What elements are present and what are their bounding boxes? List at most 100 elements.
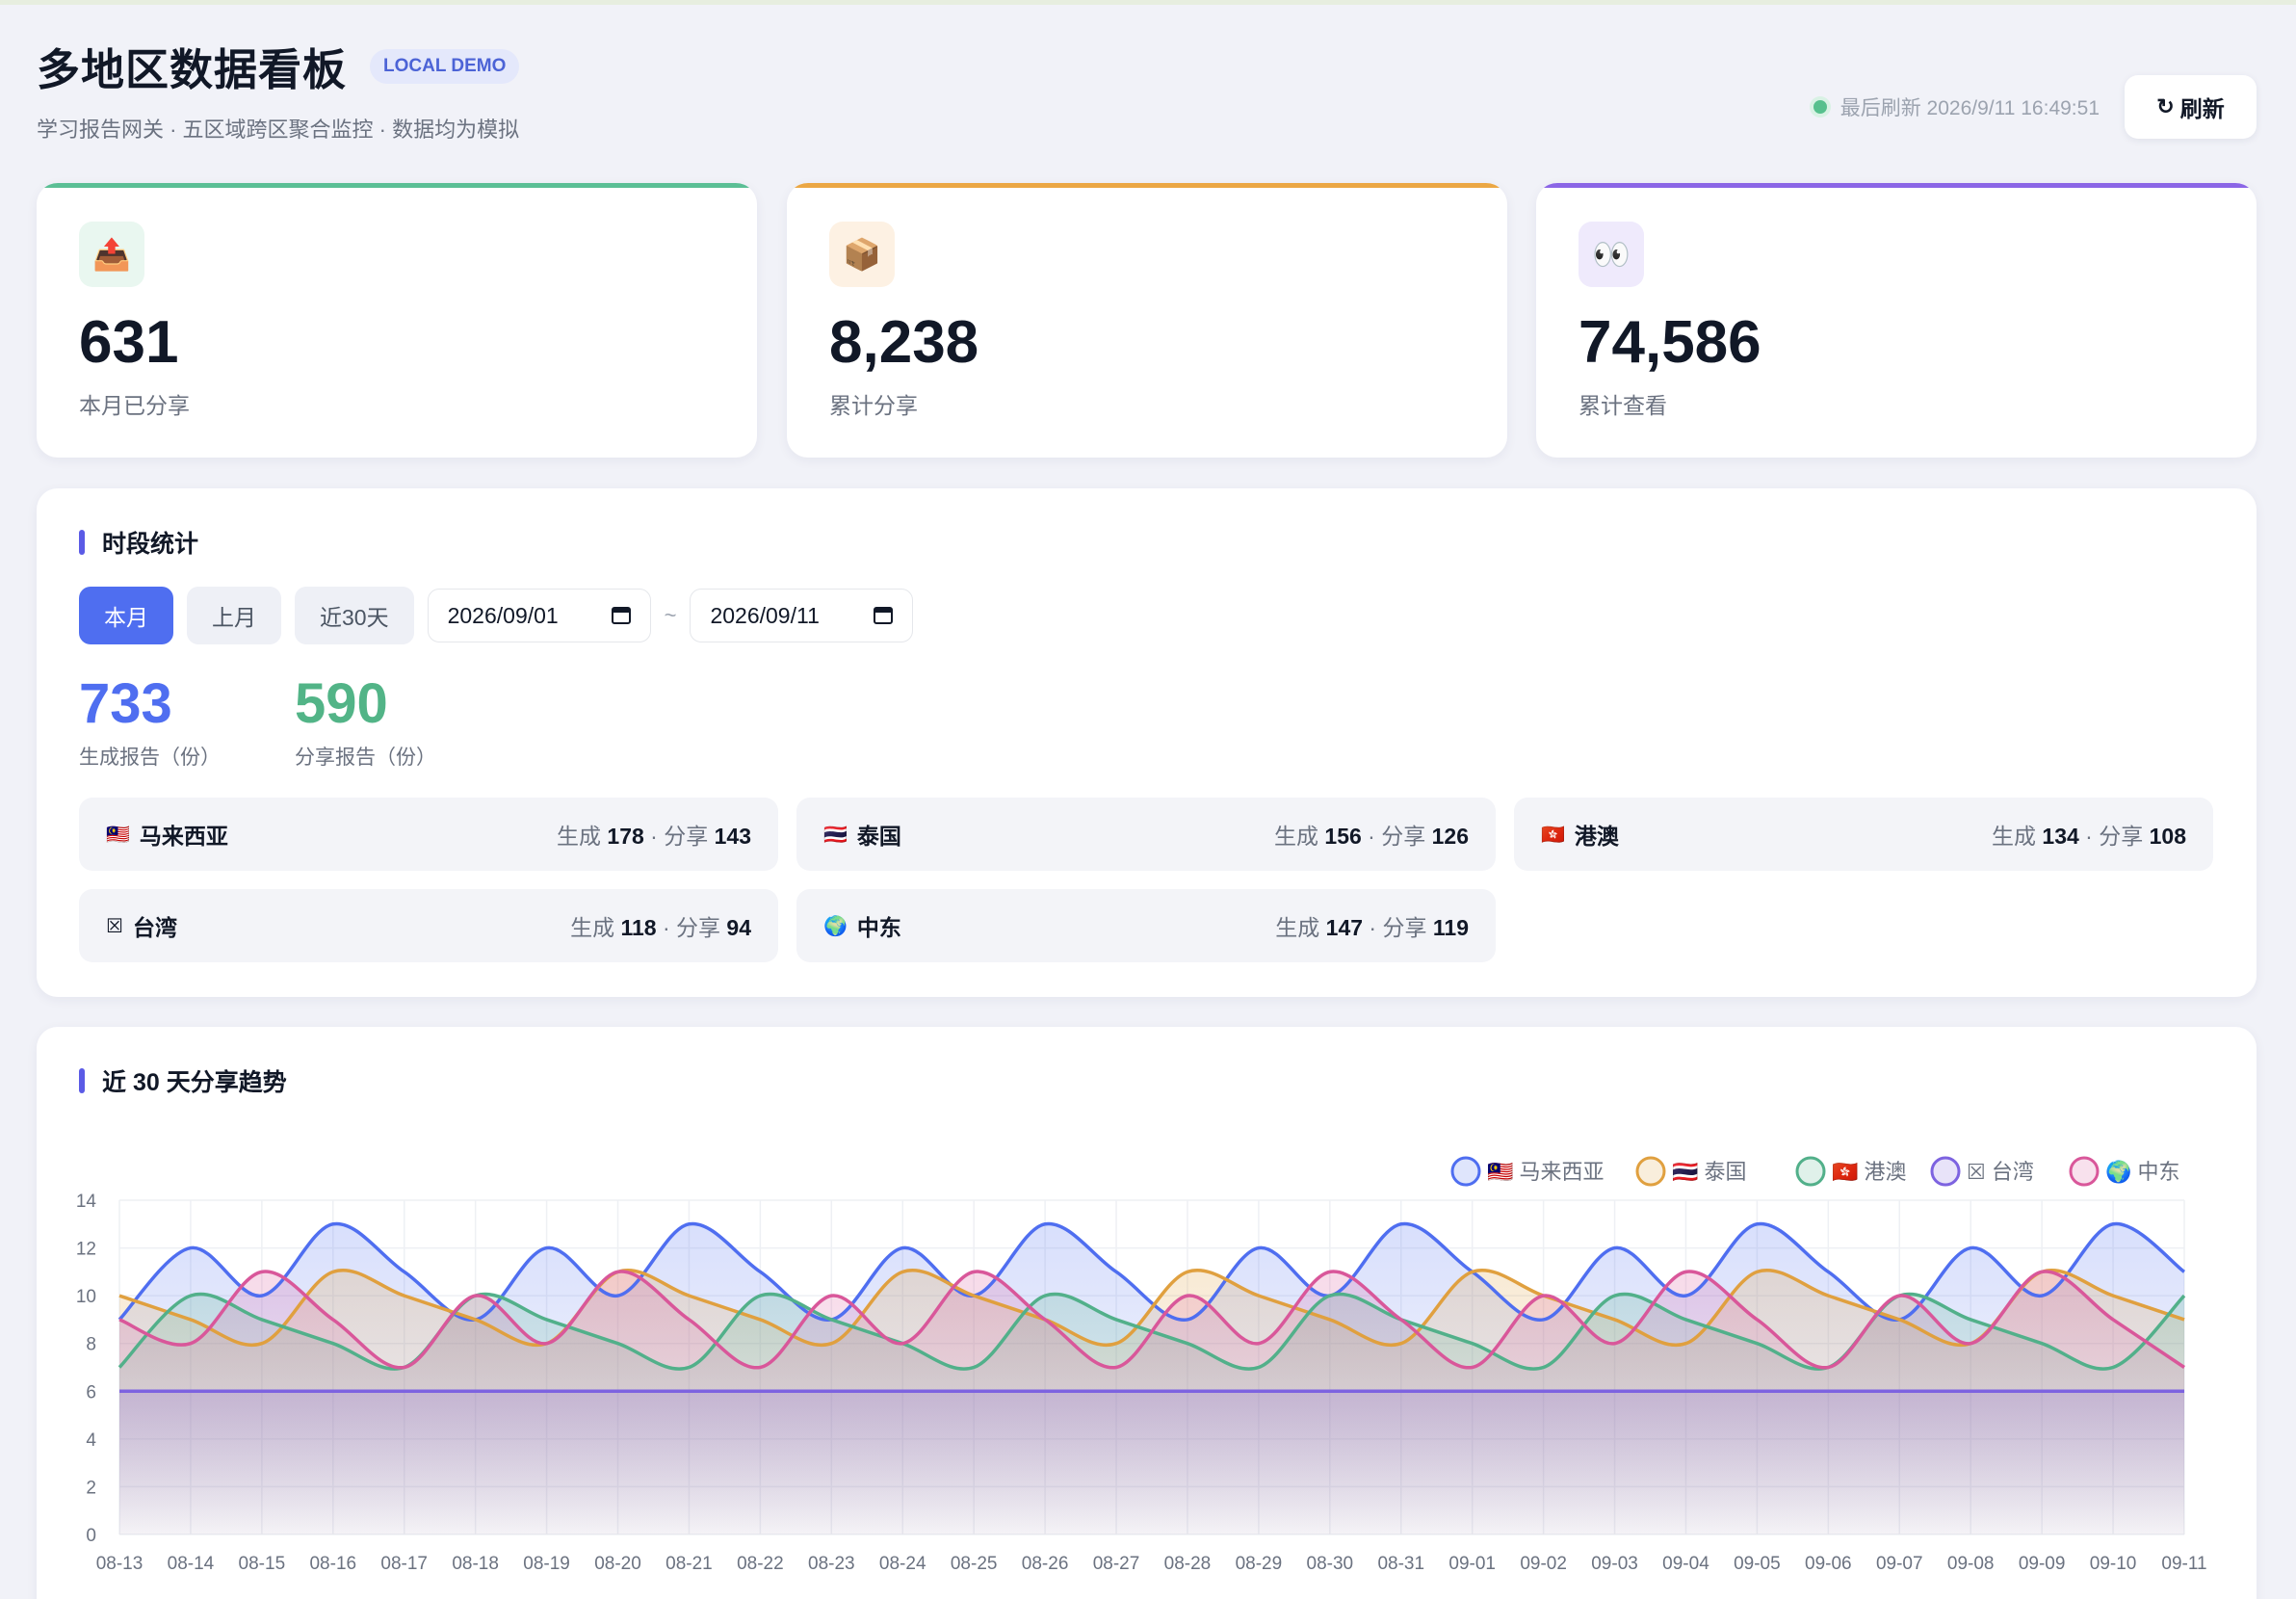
legend-label: 🇹🇭 泰国 [1672,1160,1747,1184]
legend-swatch [2069,1156,2100,1187]
x-tick-label: 09-03 [1591,1554,1638,1574]
x-tick-label: 08-30 [1307,1554,1354,1574]
refresh-button[interactable]: ↻ 刷新 [2125,75,2257,139]
gen-label: 生成 [557,824,602,849]
shared-label: 分享报告（份） [295,747,436,769]
x-tick-label: 08-20 [594,1554,641,1574]
x-tick-label: 09-01 [1448,1554,1496,1574]
date-to-input[interactable]: 2026/09/11 [690,589,914,642]
calendar-icon[interactable] [874,607,894,624]
gen-value: 156 [1324,824,1362,849]
top-accent-line [0,0,2296,5]
x-tick-label: 08-14 [168,1554,215,1574]
eyes-icon: 👀 [1578,222,1644,287]
kpi-label: 本月已分享 [79,393,190,418]
section-marker [79,1068,85,1093]
y-tick-label: 6 [86,1382,96,1402]
section-marker [79,530,85,555]
kpi-accent-bar [37,183,757,188]
series-line [118,1270,2185,1370]
series-area [119,1271,2184,1534]
kpi-label: 累计分享 [829,393,918,418]
region-card-thailand: 🇹🇭 泰国 生成 156 · 分享 126 [796,798,1496,871]
globe-icon: 🌍 [823,915,848,937]
legend-label: ☒ 台湾 [1967,1160,2034,1184]
share-label: 分享 [2099,824,2144,849]
y-tick-label: 14 [76,1192,97,1212]
share-label: 分享 [1381,824,1426,849]
share-value: 143 [714,824,751,849]
kpi-card-total-shared: 📦 8,238 累计分享 [787,183,1507,458]
period-button-this-month[interactable]: 本月 [79,587,173,644]
legend-swatch [1930,1156,1961,1187]
shared-reports-stat: 590 分享报告（份） [295,671,436,771]
calendar-icon[interactable] [611,607,631,624]
x-tick-label: 08-31 [1377,1554,1424,1574]
share-value: 108 [2149,824,2186,849]
x-tick-label: 08-15 [239,1554,286,1574]
page-subtitle: 学习报告网关 · 五区域跨区聚合监控 · 数据均为模拟 [37,118,520,142]
legend-swatch [1795,1156,1826,1187]
last-refresh-time: 最后刷新 2026/9/11 16:49:51 [1839,97,2100,119]
x-tick-label: 08-23 [808,1554,855,1574]
shared-count: 590 [295,672,388,735]
x-tick-label: 08-18 [452,1554,499,1574]
period-button-last-30-days[interactable]: 近30天 [295,587,414,644]
kpi-accent-bar [787,183,1507,188]
region-card-malaysia: 🇲🇾 马来西亚 生成 178 · 分享 143 [79,798,778,871]
y-tick-label: 4 [86,1430,96,1451]
share-value: 119 [1432,915,1469,940]
kpi-card-total-views: 👀 74,586 累计查看 [1536,183,2257,458]
gen-value: 178 [607,824,644,849]
kpi-value: 8,238 [829,309,979,376]
package-icon: 📦 [829,222,895,287]
x-tick-label: 08-16 [309,1554,356,1574]
x-tick-label: 09-06 [1805,1554,1852,1574]
trend-title: 近 30 天分享趋势 [79,1063,287,1098]
demo-badge: LOCAL DEMO [370,48,520,84]
date-from-value: 2026/09/01 [447,602,559,628]
chart-legend: 🌍 中东 ☒ 台湾 🇭🇰 港澳 🇹🇭 泰国 🇲🇾 马来西亚 [1450,1156,2180,1187]
share-label: 分享 [664,824,709,849]
share-value: 126 [1431,824,1469,849]
generated-reports-stat: 733 生成报告（份） [79,671,221,771]
region-stats: 生成 178 · 分享 143 [557,824,751,849]
region-stats: 生成 156 · 分享 126 [1274,824,1469,849]
region-name: 港澳 [1574,824,1619,849]
refresh-area: 最后刷新 2026/9/11 16:49:51 ↻ 刷新 [1813,75,2257,139]
region-name: 泰国 [856,824,901,849]
date-range-separator: ~ [664,603,677,627]
y-tick-label: 2 [86,1478,96,1498]
thailand-flag-icon: 🇹🇭 [823,824,848,846]
title-row: 多地区数据看板 LOCAL DEMO [37,35,2257,97]
chart-areas [119,1223,2184,1534]
region-name: 马来西亚 [139,824,228,849]
gen-value: 118 [620,915,657,940]
legend-label: 🇭🇰 港澳 [1832,1160,1907,1184]
gen-label: 生成 [570,915,615,940]
date-from-input[interactable]: 2026/09/01 [427,589,651,642]
y-tick-label: 10 [76,1287,96,1307]
refresh-label: 刷新 [2179,96,2225,121]
hongkong-flag-icon: 🇭🇰 [1541,824,1565,846]
x-tick-label: 09-05 [1734,1554,1781,1574]
kpi-card-monthly-shared: 📤 631 本月已分享 [37,183,757,458]
region-card-middle-east: 🌍 中东 生成 147 · 分享 119 [796,889,1496,962]
share-label: 分享 [676,915,721,940]
x-tick-label: 09-08 [1947,1554,1995,1574]
x-tick-label: 08-13 [96,1554,144,1574]
status-dot-icon [1813,100,1827,114]
section-title-text: 时段统计 [102,531,199,558]
page-title: 多地区数据看板 [37,45,348,94]
series-line [117,1221,2186,1322]
kpi-value: 74,586 [1578,309,1761,376]
region-name: 中东 [856,915,901,940]
gen-value: 134 [2042,824,2079,849]
period-button-last-month[interactable]: 上月 [187,587,281,644]
chart-axes: 0 2 4 6 8 10 12 14 08-13 08-14 08-15 08-16 08-17 08-1… [76,1192,2207,1574]
gen-label: 生成 [1274,824,1319,849]
page-header: 多地区数据看板 LOCAL DEMO 学习报告网关 · 五区域跨区聚合监控 · … [37,35,2257,142]
region-name: 台湾 [132,915,177,940]
region-stats: 生成 147 · 分享 119 [1275,915,1469,940]
x-tick-label: 08-24 [879,1554,926,1574]
